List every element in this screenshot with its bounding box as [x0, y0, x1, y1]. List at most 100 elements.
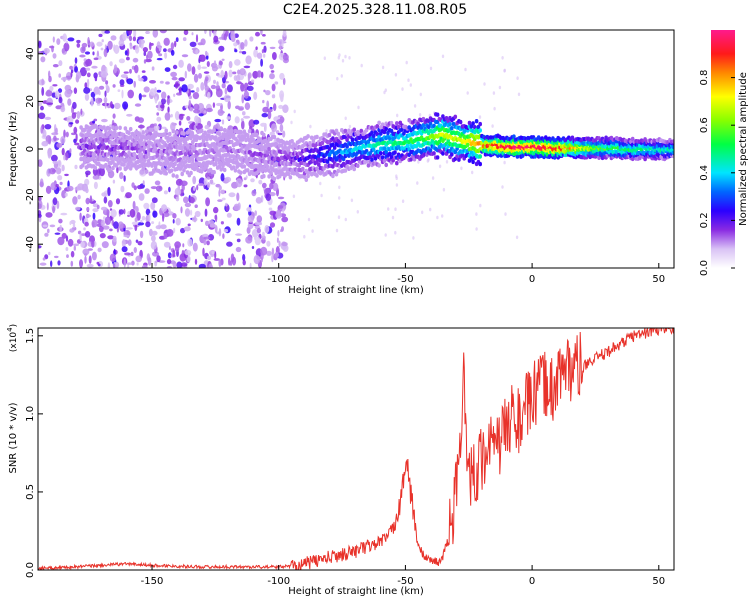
spectrogram-noise-cell — [195, 122, 198, 126]
spectrogram-noise-cell — [151, 221, 155, 225]
spectrogram-noise-cell — [80, 46, 86, 54]
spectrogram-noise-cell — [38, 159, 43, 167]
spectrogram-noise-cell — [220, 221, 224, 225]
spectrogram-ridge-cell — [435, 112, 440, 117]
spectrogram-ridge-cell — [350, 163, 355, 168]
spectrogram-noise-cell — [483, 82, 486, 86]
spectrogram-noise-cell — [340, 74, 343, 78]
spectrogram-noise-cell — [243, 90, 249, 99]
spectrogram-noise-cell — [274, 81, 279, 85]
spectrogram-noise-cell — [75, 133, 78, 142]
spectrogram-noise-cell — [243, 184, 248, 188]
spectrogram-ridge-cell — [182, 131, 186, 136]
spectrogram-noise-cell — [216, 102, 222, 107]
spectrogram-noise-cell — [274, 251, 280, 258]
spectrogram-ridge-cell — [432, 123, 436, 129]
spectrogram-ridge-cell — [395, 161, 399, 166]
spectrogram-noise-cell — [134, 223, 138, 232]
spectrogram-noise-cell — [123, 71, 129, 74]
spectrogram-noise-cell — [58, 60, 63, 67]
spectrogram-ridge-cell — [441, 151, 445, 156]
spectrogram-y-tick-label: 40 — [25, 47, 36, 60]
spectrogram-ridge-cell — [159, 170, 163, 175]
spectrogram-noise-cell — [279, 72, 285, 80]
spectrogram-noise-cell — [221, 83, 226, 89]
spectrogram-noise-cell — [224, 176, 232, 183]
spectrogram-noise-cell — [60, 76, 68, 81]
spectrogram-noise-cell — [57, 260, 61, 266]
spectrogram-noise-cell — [167, 106, 170, 113]
spectrogram-noise-cell — [395, 183, 399, 187]
spectrogram-ridge-cell — [82, 127, 87, 133]
spectrogram-noise-cell — [323, 56, 326, 60]
spectrogram-noise-cell — [84, 82, 88, 89]
spectrogram-noise-cell — [175, 196, 180, 202]
spectrogram-noise-cell — [277, 132, 283, 136]
spectrogram-ridge-cell — [118, 166, 122, 171]
spectrogram-noise-cell — [418, 113, 422, 117]
spectrogram-noise-cell — [198, 113, 204, 117]
spectrogram-noise-cell — [109, 253, 117, 262]
spectrogram-ridge-cell — [359, 128, 364, 134]
spectrogram-noise-cell — [156, 116, 162, 122]
spectrogram-noise-cell — [245, 55, 252, 65]
spectrogram-ridge-cell — [93, 165, 98, 171]
spectrogram-noise-cell — [118, 209, 124, 215]
spectrogram-noise-cell — [129, 208, 136, 218]
spectrogram-noise-cell — [104, 44, 107, 49]
spectrogram-noise-cell — [154, 96, 158, 104]
snr-x-tick-label: 50 — [652, 576, 665, 587]
spectrogram-noise-cell — [475, 227, 478, 231]
spectrogram-ridge-cell — [173, 155, 177, 160]
spectrogram-noise-cell — [228, 69, 233, 78]
spectrogram-noise-cell — [218, 185, 222, 191]
spectrogram-ridge-cell — [380, 155, 385, 160]
spectrogram-ridge-cell — [471, 121, 475, 126]
spectrogram-ridge-cell — [118, 125, 122, 130]
spectrogram-noise-cell — [154, 260, 158, 263]
spectrogram-noise-cell — [250, 178, 255, 183]
spectrogram-noise-cell — [164, 67, 171, 72]
spectrogram-ridge-cell — [95, 125, 99, 130]
spectrogram-noise-cell — [233, 203, 240, 211]
spectrogram-noise-cell — [73, 245, 77, 251]
spectrogram-noise-cell — [96, 204, 100, 210]
spectrogram-noise-cell — [269, 210, 277, 216]
spectrogram-noise-cell — [40, 125, 43, 134]
spectrogram-noise-cell — [74, 57, 78, 64]
spectrogram-noise-cell — [141, 94, 147, 98]
spectrogram-y-ticks: -40 -20 0 20 40 — [25, 47, 43, 252]
spectrogram-ridge-cell — [379, 151, 383, 156]
spectrogram-noise-cell — [157, 107, 162, 111]
spectrogram-noise-cell — [174, 40, 177, 48]
spectrogram-noise-cell — [241, 94, 245, 104]
spectrogram-noise-cell — [191, 66, 196, 75]
spectrogram-noise-cell — [229, 260, 233, 266]
spectrogram-noise-cell — [256, 215, 263, 223]
spectrogram-noise-cell — [81, 42, 88, 48]
spectrogram-noise-cell — [279, 123, 284, 133]
spectrogram-noise-cell — [186, 116, 191, 121]
spectrogram-ridge-cell — [141, 166, 145, 172]
spectrogram-noise-cell — [226, 212, 232, 218]
spectrogram-ridge-cell — [164, 128, 168, 133]
spectrogram-ridge-cell — [290, 139, 294, 144]
spectrogram-noise-cell — [218, 259, 222, 267]
spectrogram-noise-cell — [55, 105, 62, 110]
spectrogram-noise-cell — [140, 219, 143, 223]
spectrogram-noise-cell — [282, 104, 289, 113]
spectrogram-noise-cell — [224, 202, 228, 207]
spectrogram-noise-cell — [336, 76, 339, 81]
spectrogram-noise-cell — [292, 194, 296, 199]
spectrogram-ridge-cell — [435, 155, 440, 160]
spectrogram-noise-cell — [166, 229, 174, 237]
spectrogram-noise-cell — [191, 216, 198, 222]
spectrogram-noise-cell — [122, 31, 127, 41]
spectrogram-ridge-cell — [432, 151, 436, 156]
spectrogram-noise-cell — [281, 242, 288, 247]
spectrogram-noise-cell — [53, 135, 57, 142]
spectrogram-noise-cell — [92, 51, 95, 56]
spectrogram-noise-cell — [271, 247, 275, 256]
spectrogram-noise-cell — [133, 247, 137, 253]
spectrogram-ridge-cell — [238, 170, 243, 175]
